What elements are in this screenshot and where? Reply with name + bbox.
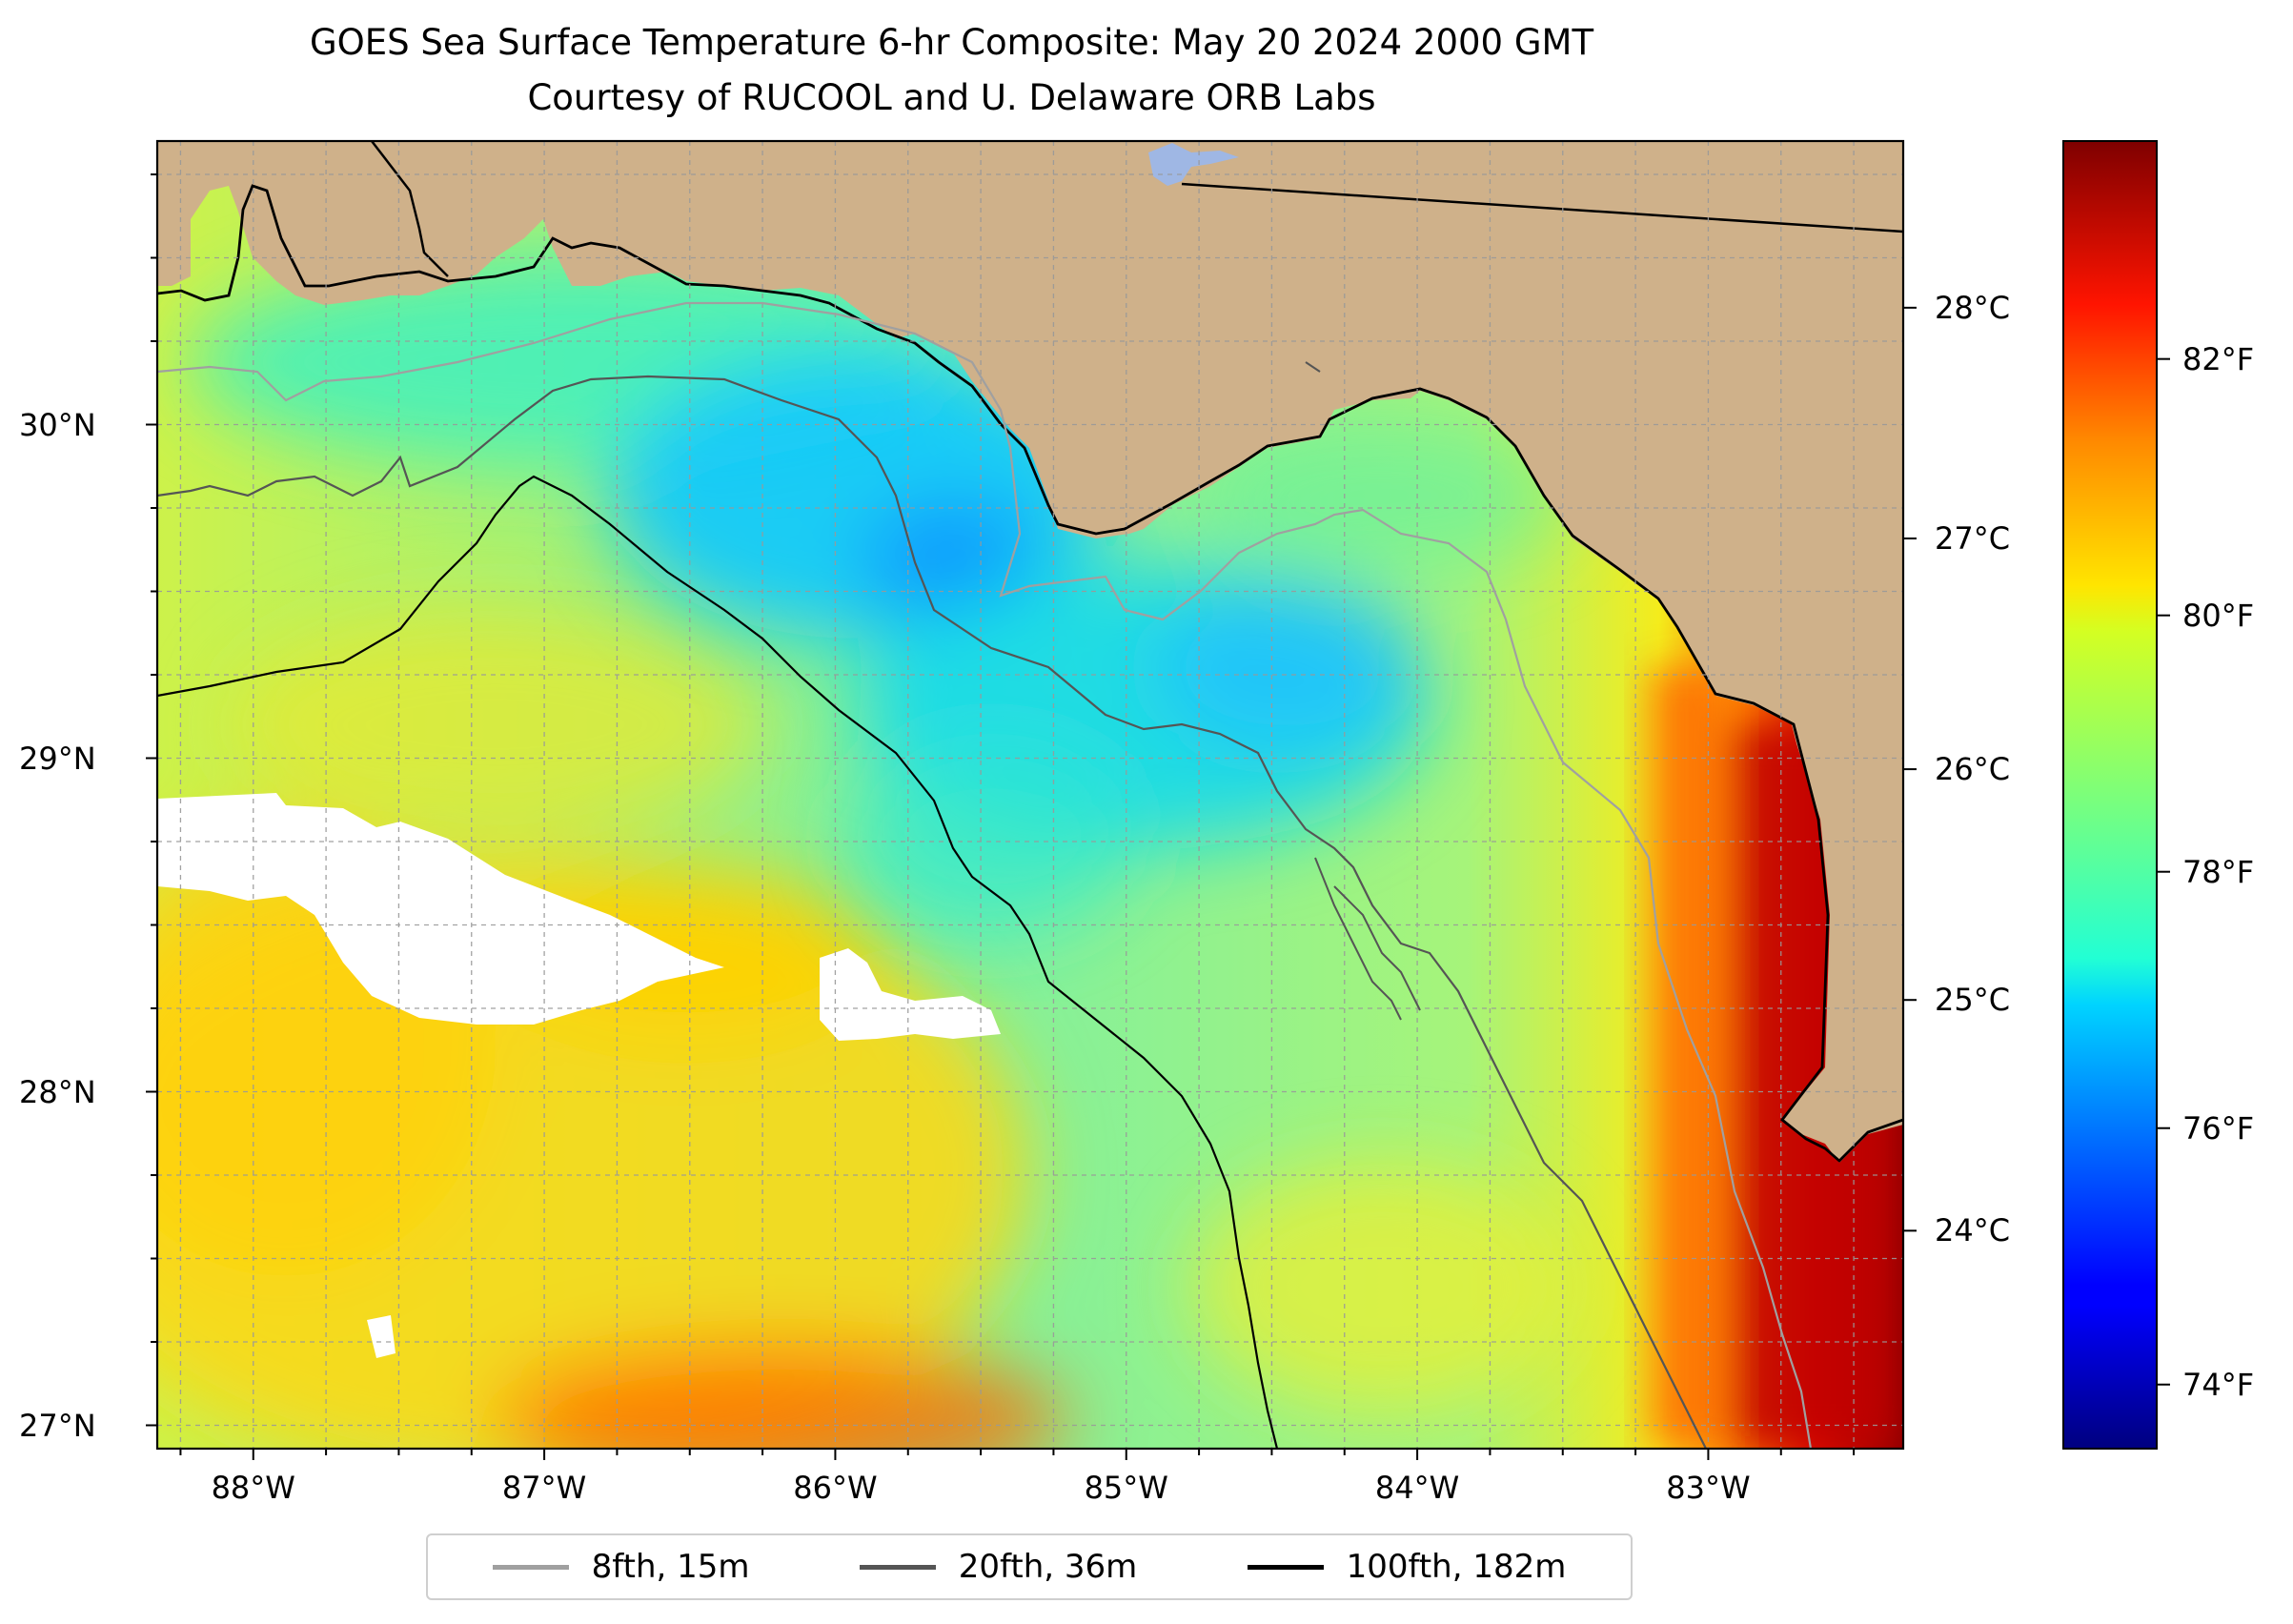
- coastline: [157, 184, 1903, 1163]
- longitude-tick-label: 87°W: [501, 1470, 587, 1506]
- longitude-tick-label: 86°W: [793, 1470, 878, 1506]
- legend-item-8fth: 8fth, 15m: [492, 1548, 750, 1586]
- latitude-tick-label: 29°N: [19, 740, 96, 777]
- celsius-tick-label: 24°C: [1935, 1212, 2011, 1249]
- legend-swatch: [859, 1564, 936, 1570]
- longitude-tick-label: 88°W: [211, 1470, 295, 1506]
- isobath-100fth: [157, 475, 1279, 1449]
- longitude-tick-label: 85°W: [1084, 1470, 1168, 1506]
- colorbar-ticks: [2157, 357, 2170, 1386]
- cloud-mask: [367, 1315, 396, 1358]
- celsius-tick-label: 25°C: [1935, 982, 2011, 1019]
- map-frame: [155, 139, 1905, 1451]
- colorbar: [2062, 140, 2158, 1450]
- legend-label: 8fth, 15m: [591, 1548, 750, 1586]
- celsius-tick-label: 26°C: [1935, 751, 2011, 788]
- land: [157, 141, 1903, 1163]
- longitude-tick-label: 83°W: [1666, 1470, 1751, 1506]
- state-border: [1181, 182, 1903, 233]
- legend-label: 20fth, 36m: [958, 1548, 1138, 1586]
- figure-title: GOES Sea Surface Temperature 6-hr Compos…: [309, 22, 1594, 63]
- latitude-tick-label: 28°N: [19, 1073, 96, 1110]
- colorbar-tick-label: 82°F: [2182, 340, 2255, 377]
- gridlines: [157, 141, 1903, 1449]
- colorbar-tick-label: 80°F: [2182, 597, 2255, 634]
- colorbar-tick-label: 76°F: [2182, 1109, 2255, 1147]
- cloud-mask: [820, 948, 1001, 1041]
- legend-label: 100fth, 182m: [1346, 1548, 1567, 1586]
- celsius-tick-label: 27°C: [1935, 519, 2011, 557]
- latitude-tick-label: 27°N: [19, 1407, 96, 1444]
- isobath-8fth: [157, 301, 1813, 1449]
- celsius-tick-label: 28°C: [1935, 289, 2011, 326]
- legend-item-100fth: 100fth, 182m: [1247, 1548, 1567, 1586]
- inland-water: [1148, 143, 1239, 186]
- map-area: [157, 141, 1903, 1449]
- isobath-20fth: [157, 375, 1707, 1449]
- legend-item-20fth: 20fth, 36m: [859, 1548, 1138, 1586]
- legend: 8fth, 15m 20fth, 36m 100fth, 182m: [426, 1533, 1633, 1600]
- figure-subtitle: Courtesy of RUCOOL and U. Delaware ORB L…: [527, 77, 1376, 118]
- axis-ticks: [146, 173, 1917, 1460]
- colorbar-tick-label: 78°F: [2182, 853, 2255, 890]
- longitude-tick-label: 84°W: [1374, 1470, 1460, 1506]
- legend-swatch: [1247, 1564, 1324, 1570]
- latitude-tick-label: 30°N: [19, 406, 96, 443]
- legend-swatch: [492, 1564, 569, 1570]
- colorbar-tick-label: 74°F: [2182, 1366, 2255, 1403]
- isobath-20fth-islands: [1305, 361, 1421, 1021]
- cloud-mask: [157, 793, 724, 1025]
